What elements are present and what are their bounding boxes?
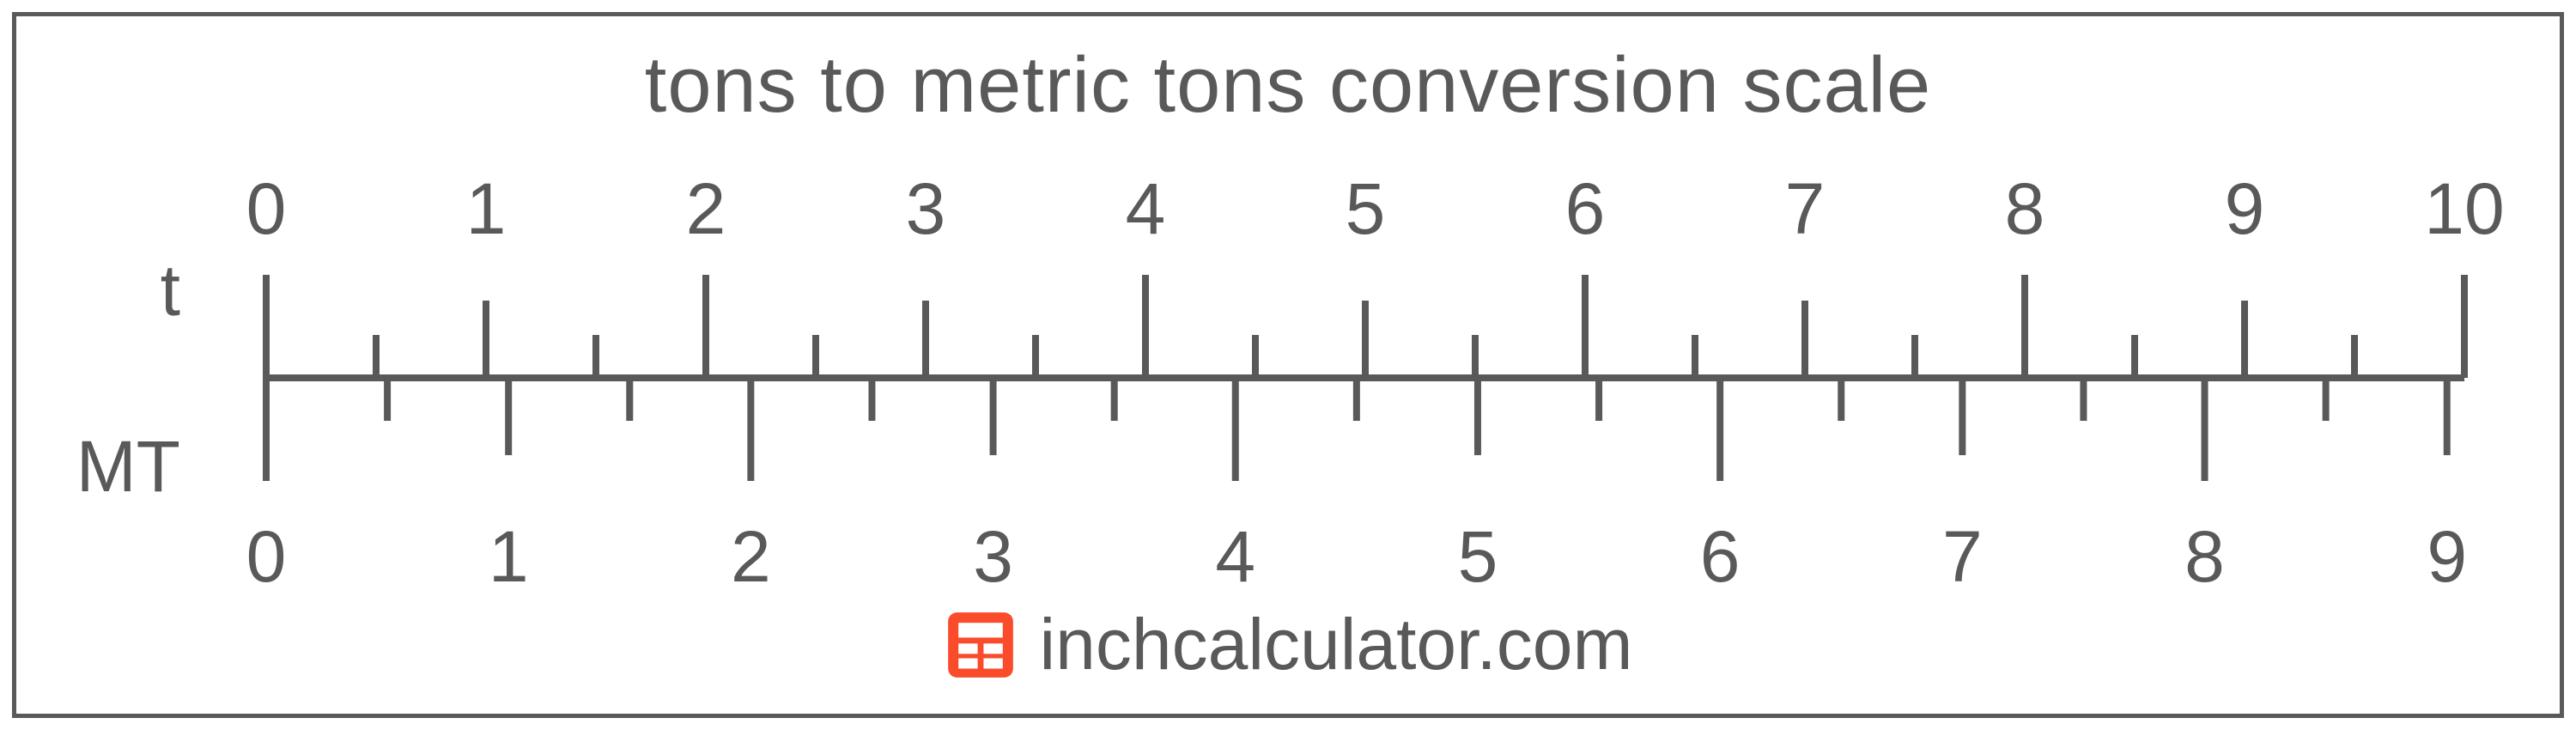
tick-label-t-1: 1 (466, 167, 507, 251)
tick-label-mt-3: 3 (973, 515, 1013, 599)
tick-label-mt-4: 4 (1215, 515, 1255, 599)
tick-label-t-9: 9 (2225, 167, 2265, 251)
tick-label-t-2: 2 (686, 167, 726, 251)
top-unit-label: t (77, 249, 180, 332)
footer: inchcalculator.com (16, 603, 2560, 686)
footer-text: inchcalculator.com (1040, 603, 1633, 686)
tick-label-t-3: 3 (906, 167, 946, 251)
tick-label-mt-0: 0 (246, 515, 287, 599)
tick-label-mt-7: 7 (1942, 515, 1983, 599)
tick-label-mt-1: 1 (489, 515, 529, 599)
tick-label-mt-9: 9 (2427, 515, 2467, 599)
tick-label-t-7: 7 (1785, 167, 1826, 251)
tick-label-mt-5: 5 (1458, 515, 1498, 599)
tick-label-mt-8: 8 (2184, 515, 2225, 599)
diagram-frame: tons to metric tons conversion scale t M… (12, 12, 2564, 718)
tick-label-t-4: 4 (1126, 167, 1166, 251)
tick-label-mt-2: 2 (731, 515, 771, 599)
tick-label-t-10: 10 (2424, 167, 2504, 251)
bottom-unit-label: MT (34, 425, 180, 508)
tick-label-t-6: 6 (1565, 167, 1606, 251)
tick-label-t-0: 0 (246, 167, 287, 251)
tick-label-t-8: 8 (2005, 167, 2045, 251)
calculator-icon (944, 608, 1018, 682)
tick-label-mt-6: 6 (1700, 515, 1741, 599)
tick-label-t-5: 5 (1346, 167, 1386, 251)
